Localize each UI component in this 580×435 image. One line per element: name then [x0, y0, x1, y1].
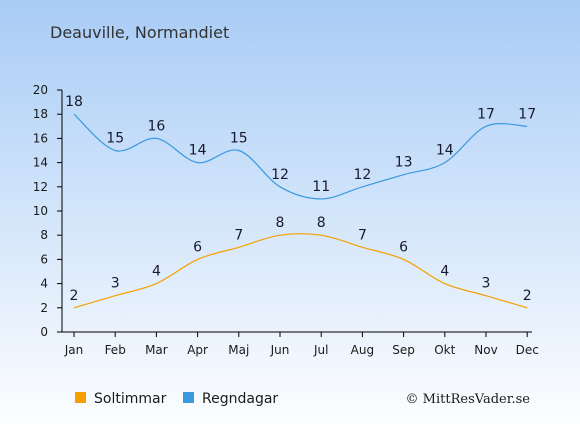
x-tick-label: Jun	[270, 343, 290, 357]
data-label-regndagar: 17	[518, 106, 536, 122]
data-labels: 2 3 4 6 7 8 8 7 6 4 3 2 18 15 16 14 15 12 11 12 13 14 17 17	[65, 94, 536, 304]
legend-swatch	[75, 392, 86, 403]
axes: 0 2 4 6 8 10 12 14 16 18 20 Jan Feb Mar Apr Maj Jun Jul Au…	[33, 83, 539, 357]
data-label-regndagar: 12	[353, 167, 371, 183]
data-label-soltimmar: 4	[440, 264, 449, 280]
x-tick-label: Maj	[228, 343, 249, 357]
data-label-soltimmar: 8	[317, 215, 326, 231]
chart-title: Deauville, Normandiet	[50, 23, 229, 42]
data-label-soltimmar: 7	[234, 227, 243, 243]
x-tick-label: Aug	[351, 343, 374, 357]
data-label-soltimmar: 7	[358, 227, 367, 243]
y-tick-label: 10	[33, 204, 48, 218]
x-tick-label: Feb	[105, 343, 126, 357]
data-label-soltimmar: 4	[152, 264, 161, 280]
data-label-regndagar: 17	[477, 106, 495, 122]
data-label-soltimmar: 3	[111, 276, 120, 292]
legend: Soltimmar Regndagar	[75, 391, 278, 407]
legend-item: Soltimmar	[75, 391, 167, 407]
x-tick-label: Apr	[187, 343, 208, 357]
x-tick-label: Sep	[392, 343, 415, 357]
data-label-soltimmar: 6	[193, 239, 202, 255]
x-tick-label: Dec	[516, 343, 539, 357]
x-tick-label: Nov	[474, 343, 497, 357]
y-tick-label: 6	[40, 252, 48, 266]
data-label-regndagar: 11	[312, 179, 330, 195]
y-tick-label: 18	[33, 107, 48, 121]
series-line-regndagar	[73, 113, 528, 200]
x-tick-label: Jul	[313, 343, 328, 357]
data-label-regndagar: 15	[106, 131, 124, 147]
data-label-regndagar: 13	[395, 155, 413, 171]
data-label-regndagar: 15	[230, 131, 248, 147]
series-layer	[73, 113, 528, 309]
data-label-soltimmar: 8	[276, 215, 285, 231]
data-label-regndagar: 14	[189, 143, 207, 159]
y-tick-label: 2	[40, 301, 48, 315]
y-tick-label: 20	[33, 83, 48, 97]
legend-label: Regndagar	[202, 391, 278, 407]
data-label-regndagar: 12	[271, 167, 289, 183]
data-label-soltimmar: 2	[523, 288, 532, 304]
data-label-soltimmar: 2	[70, 288, 79, 304]
legend-label: Soltimmar	[94, 391, 167, 407]
y-tick-label: 14	[33, 156, 48, 170]
x-tick-label: Jan	[64, 343, 84, 357]
data-label-regndagar: 14	[436, 143, 454, 159]
y-tick-label: 8	[40, 228, 48, 242]
data-label-soltimmar: 3	[482, 276, 491, 292]
y-tick-label: 0	[40, 325, 48, 339]
legend-swatch	[183, 392, 194, 403]
series-line-soltimmar	[73, 233, 528, 309]
y-tick-label: 16	[33, 131, 48, 145]
x-tick-label: Okt	[434, 343, 455, 357]
y-tick-label: 12	[33, 180, 48, 194]
y-tick-label: 4	[40, 277, 48, 291]
legend-item: Regndagar	[183, 391, 278, 407]
data-label-regndagar: 18	[65, 94, 83, 110]
credit-text: © MittResVader.se	[406, 392, 531, 407]
data-label-regndagar: 16	[147, 118, 165, 134]
x-tick-label: Mar	[145, 343, 168, 357]
data-label-soltimmar: 6	[399, 239, 408, 255]
